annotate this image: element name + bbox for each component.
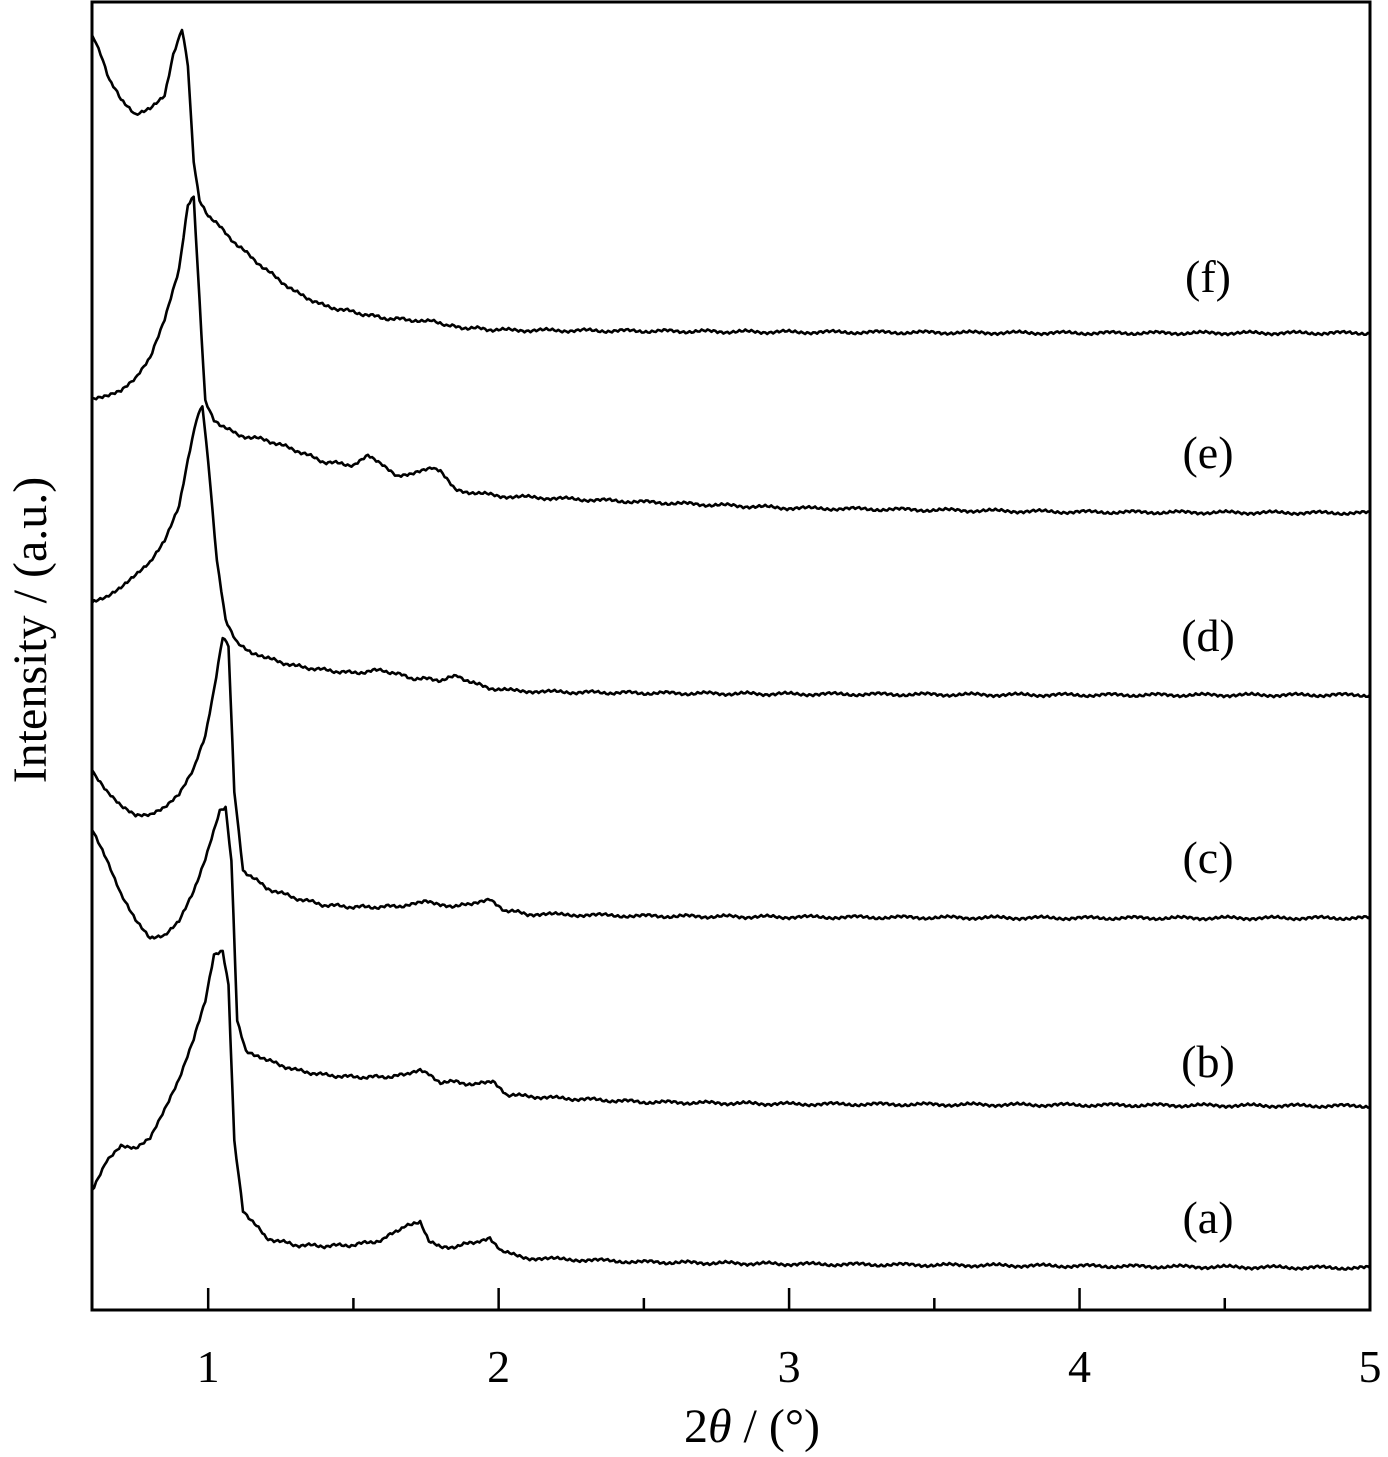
plot-frame [90, 0, 1372, 1312]
y-axis-label: Intensity / (a.u.) [4, 477, 57, 784]
series-line-a [91, 949, 1371, 1271]
x-axis-ticks [206, 1288, 1372, 1310]
x-axis-tick-labels: 1 2 3 4 5 [197, 1341, 1382, 1392]
series-label-a: (a) [1182, 1192, 1233, 1243]
series-labels: (a) (b) (c) (d) (e) (f) [1181, 251, 1235, 1243]
series-line-e [91, 195, 1371, 517]
series-line-b [90, 805, 1370, 1110]
series-label-e: (e) [1182, 427, 1233, 478]
series-label-c: (c) [1182, 832, 1233, 883]
series-label-b: (b) [1181, 1036, 1235, 1087]
x-tick-label-5: 5 [1359, 1341, 1382, 1392]
series-line-c [90, 636, 1371, 922]
x-axis-label-prefix: 2 [684, 1400, 708, 1453]
x-axis-label-theta: θ [708, 1400, 732, 1453]
x-axis-label: 2θ / (°) [684, 1400, 820, 1453]
series-line-f [90, 28, 1371, 337]
series-lines [90, 28, 1371, 1271]
series-label-f: (f) [1185, 251, 1231, 302]
x-tick-label-1: 1 [197, 1341, 220, 1392]
series-line-d [90, 405, 1371, 699]
x-tick-label-2: 2 [487, 1341, 510, 1392]
x-axis-label-suffix: / (°) [732, 1400, 821, 1453]
series-label-d: (d) [1181, 610, 1235, 661]
x-tick-label-3: 3 [778, 1341, 801, 1392]
x-tick-label-4: 4 [1068, 1341, 1091, 1392]
